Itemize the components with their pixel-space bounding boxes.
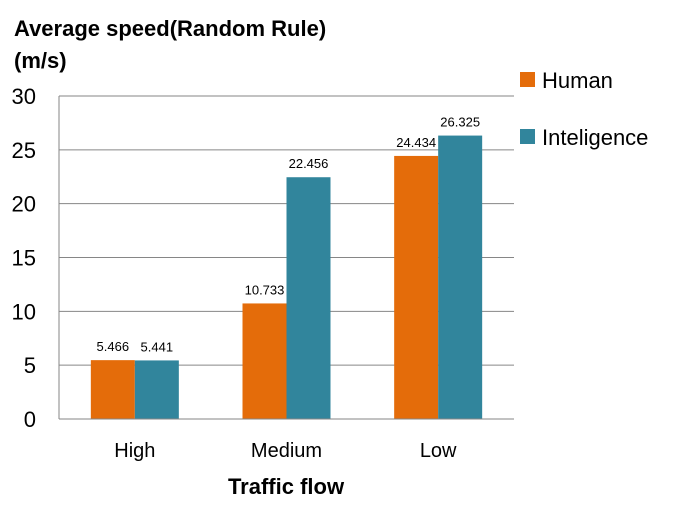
y-tick-label: 20 <box>12 192 36 217</box>
y-tick-label: 10 <box>12 299 36 324</box>
bar-inteligence-low <box>438 135 483 419</box>
chart-title-line-2: (m/s) <box>14 48 67 73</box>
bar-human-low <box>394 155 439 420</box>
y-tick-label: 5 <box>24 353 36 378</box>
x-axis-ticks: High Medium Low <box>114 440 457 462</box>
legend-swatch-inteligence <box>520 129 535 144</box>
x-tick-label-low: Low <box>420 440 457 462</box>
y-tick-label: 30 <box>12 84 36 109</box>
x-tick-label-high: High <box>114 440 155 462</box>
data-label-human-medium: 10.733 <box>245 282 285 297</box>
bars <box>90 135 483 420</box>
legend-swatch-human <box>520 72 535 87</box>
legend: Human Inteligence <box>520 68 648 150</box>
y-tick-label: 15 <box>12 246 36 271</box>
bar-inteligence-medium <box>286 177 331 419</box>
bar-human-high <box>90 360 135 419</box>
data-label-inteligence-medium: 22.456 <box>289 156 329 171</box>
x-axis-title: Traffic flow <box>228 474 345 499</box>
data-label-inteligence-low: 26.325 <box>440 115 480 130</box>
legend-label-inteligence: Inteligence <box>542 125 648 150</box>
x-tick-label-medium: Medium <box>251 440 322 462</box>
bar-human-medium <box>242 303 287 419</box>
data-labels: 5.466 5.441 10.733 22.456 24.434 26.325 <box>97 115 480 355</box>
data-label-inteligence-high: 5.441 <box>141 339 174 354</box>
bar-inteligence-high <box>134 360 179 419</box>
y-tick-label: 25 <box>12 138 36 163</box>
y-axis-ticks: 0 5 10 15 20 25 30 <box>12 84 36 432</box>
data-label-human-low: 24.434 <box>396 135 436 150</box>
chart-title-line-1: Average speed(Random Rule) <box>14 16 326 41</box>
legend-label-human: Human <box>542 68 613 93</box>
y-tick-label: 0 <box>24 407 36 432</box>
data-label-human-high: 5.466 <box>97 339 130 354</box>
axes <box>58 96 514 420</box>
